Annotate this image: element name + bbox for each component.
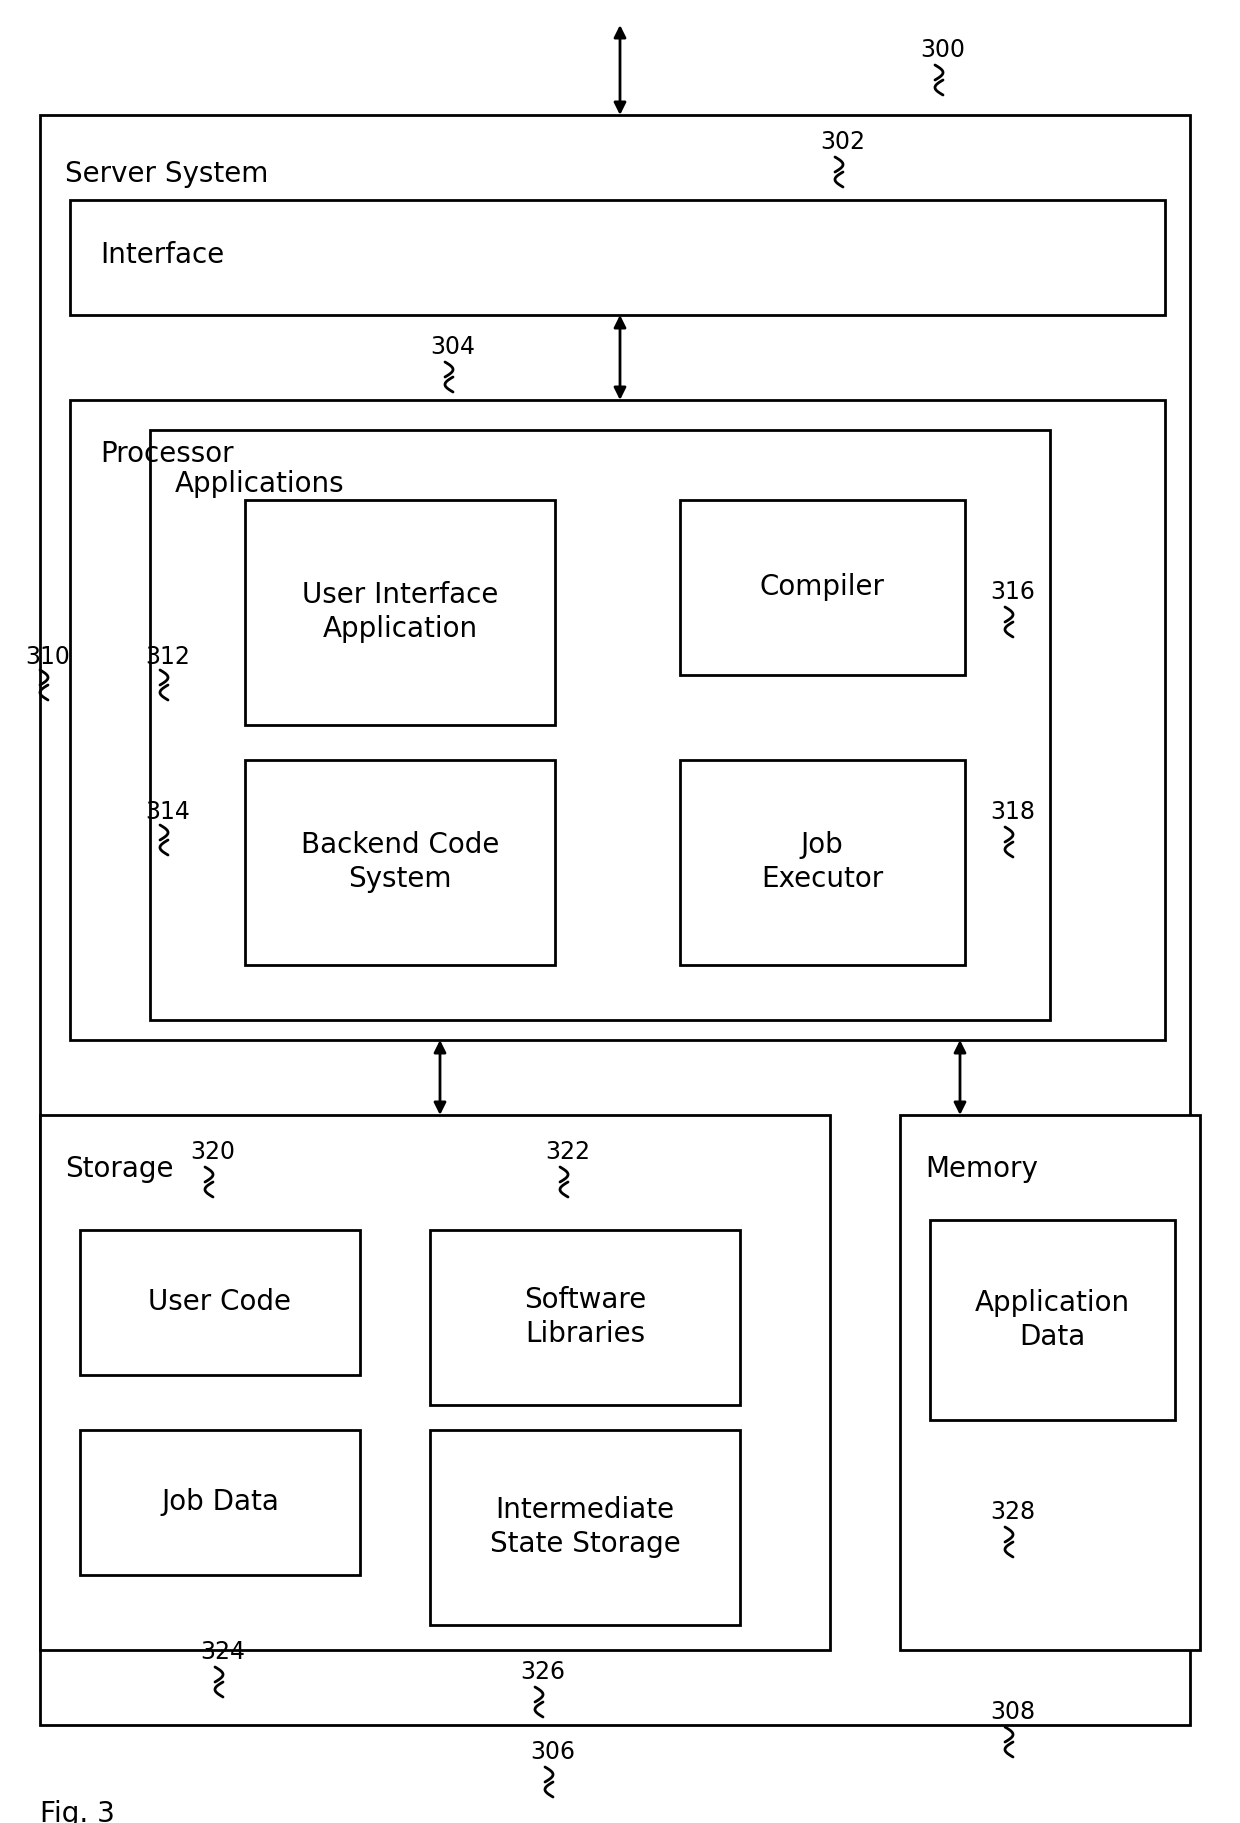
- Text: 308: 308: [990, 1701, 1035, 1725]
- Text: 324: 324: [200, 1641, 246, 1664]
- Bar: [40, 1116, 830, 1650]
- Text: Compiler: Compiler: [759, 572, 884, 602]
- Text: 322: 322: [546, 1139, 590, 1165]
- Text: 316: 316: [990, 580, 1035, 603]
- Text: 306: 306: [529, 1739, 575, 1765]
- Text: Memory: Memory: [925, 1156, 1038, 1183]
- Text: 314: 314: [145, 800, 190, 824]
- Text: Job
Executor: Job Executor: [761, 831, 883, 893]
- Text: Software
Libraries: Software Libraries: [523, 1285, 646, 1349]
- Bar: [69, 399, 1166, 1039]
- Bar: [930, 1220, 1176, 1420]
- Bar: [40, 115, 1190, 1725]
- Text: Job Data: Job Data: [161, 1488, 279, 1517]
- Text: Interface: Interface: [100, 241, 224, 270]
- Bar: [150, 430, 1050, 1021]
- Text: 318: 318: [990, 800, 1035, 824]
- Text: Applications: Applications: [175, 470, 345, 498]
- Text: Application
Data: Application Data: [975, 1289, 1130, 1351]
- Bar: [81, 1231, 360, 1375]
- Text: 310: 310: [25, 645, 69, 669]
- Bar: [81, 1429, 360, 1575]
- Text: 326: 326: [520, 1661, 565, 1684]
- Bar: [246, 760, 556, 964]
- Text: User Interface
Application: User Interface Application: [301, 582, 498, 644]
- Bar: [430, 1231, 740, 1406]
- Text: Server System: Server System: [64, 160, 268, 188]
- Text: 312: 312: [145, 645, 190, 669]
- Bar: [69, 201, 1166, 315]
- Bar: [680, 500, 965, 675]
- Text: Processor: Processor: [100, 439, 233, 469]
- Text: 328: 328: [990, 1500, 1035, 1524]
- Text: 320: 320: [190, 1139, 236, 1165]
- Text: Storage: Storage: [64, 1156, 174, 1183]
- Text: User Code: User Code: [149, 1289, 291, 1316]
- Bar: [900, 1116, 1200, 1650]
- Bar: [246, 500, 556, 726]
- Bar: [430, 1429, 740, 1624]
- Text: Fig. 3: Fig. 3: [40, 1799, 115, 1823]
- Text: Backend Code
System: Backend Code System: [301, 831, 500, 893]
- Text: Intermediate
State Storage: Intermediate State Storage: [490, 1495, 681, 1559]
- Text: 300: 300: [920, 38, 965, 62]
- Bar: [680, 760, 965, 964]
- Text: 302: 302: [820, 129, 866, 153]
- Text: 304: 304: [430, 335, 475, 359]
